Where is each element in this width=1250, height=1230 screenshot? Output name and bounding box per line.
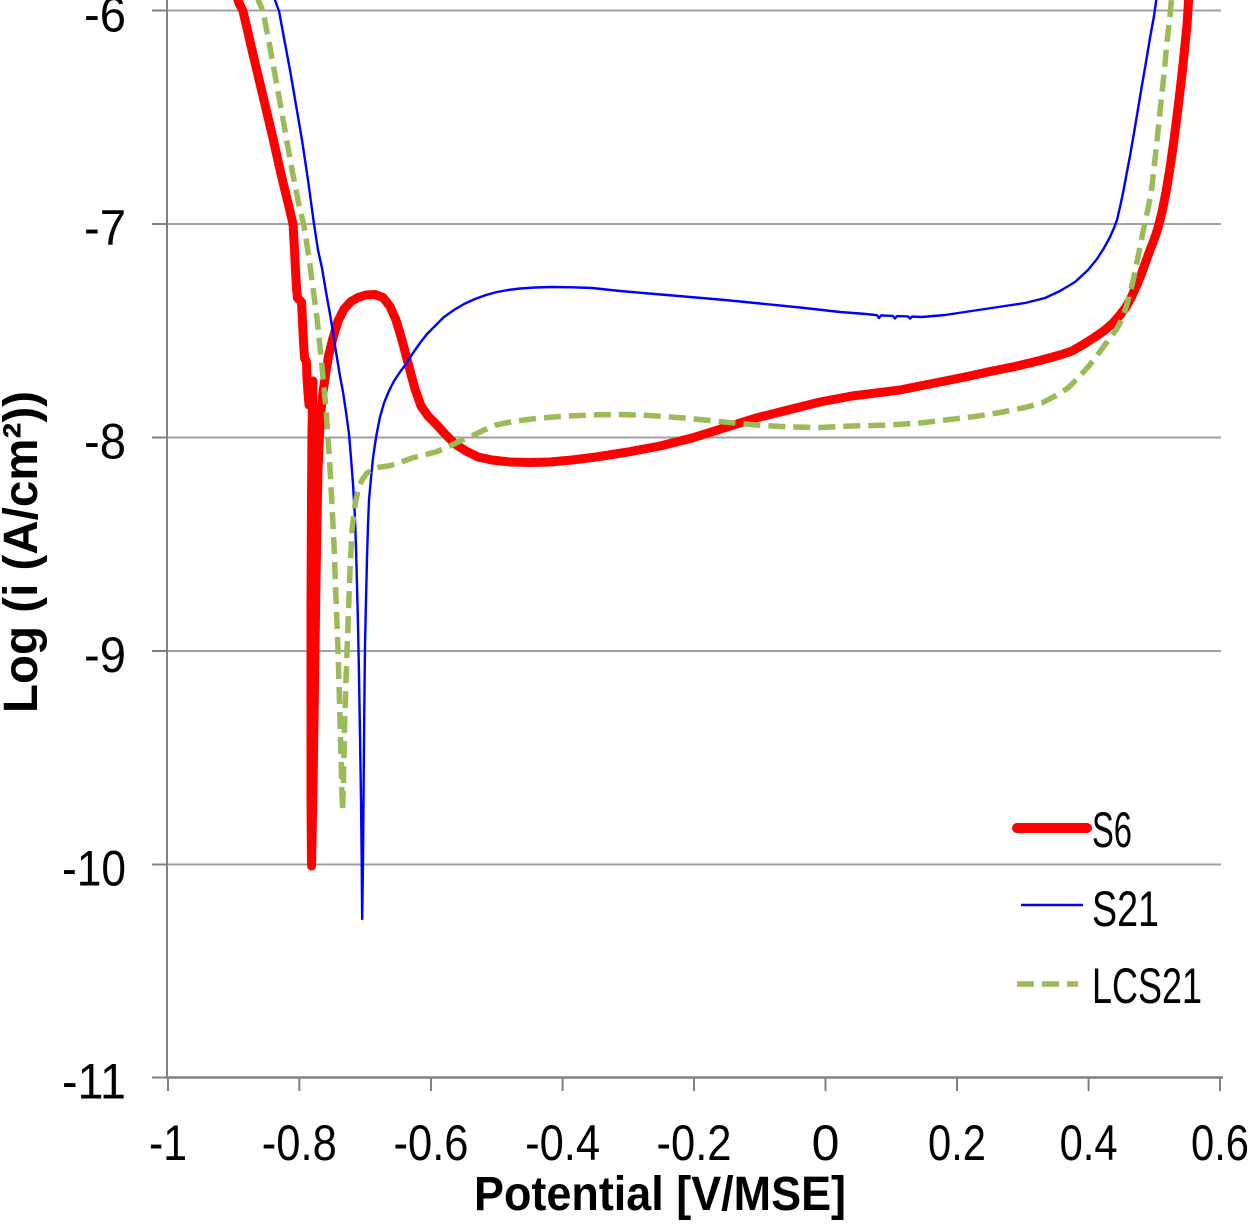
svg-text:0.4: 0.4 [1060, 1115, 1118, 1171]
svg-text:-7: -7 [84, 200, 126, 256]
svg-text:-0.8: -0.8 [262, 1115, 337, 1171]
svg-text:S6: S6 [1092, 802, 1132, 858]
svg-text:Potential [V/MSE]: Potential [V/MSE] [474, 1168, 846, 1221]
svg-text:S21: S21 [1092, 881, 1159, 937]
svg-text:LCS21: LCS21 [1092, 958, 1202, 1014]
svg-text:-9: -9 [84, 627, 126, 683]
svg-text:-11: -11 [62, 1054, 126, 1110]
svg-text:0: 0 [812, 1115, 840, 1171]
svg-text:-0.2: -0.2 [657, 1115, 732, 1171]
svg-text:0.6: 0.6 [1191, 1115, 1249, 1171]
svg-text:-0.6: -0.6 [394, 1115, 469, 1171]
svg-text:-0.4: -0.4 [525, 1115, 600, 1171]
svg-text:-10: -10 [62, 841, 126, 897]
svg-text:-1: -1 [149, 1115, 187, 1171]
svg-text:-8: -8 [84, 414, 126, 470]
svg-text:-6: -6 [84, 0, 126, 43]
svg-text:Log (i (A/cm²)): Log (i (A/cm²)) [0, 391, 48, 713]
svg-text:0.2: 0.2 [928, 1115, 986, 1171]
